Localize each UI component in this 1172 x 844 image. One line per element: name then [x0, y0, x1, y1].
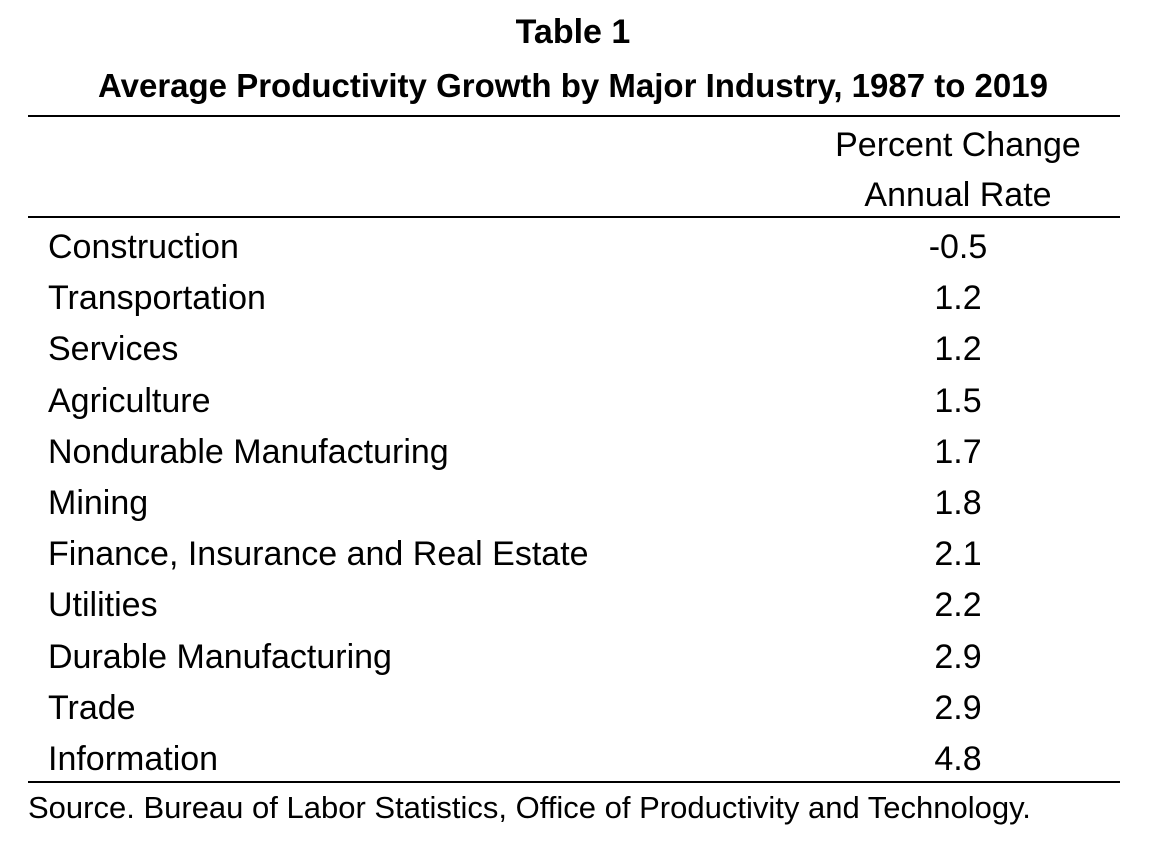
- table-title: Average Productivity Growth by Major Ind…: [98, 67, 1048, 104]
- growth-rate-value: 1.2: [934, 279, 982, 317]
- industry-name: Finance, Insurance and Real Estate: [48, 535, 589, 573]
- industry-name: Mining: [48, 484, 149, 522]
- table-row: Information 4.8: [0, 734, 1172, 785]
- growth-rate-value: 1.7: [934, 433, 982, 471]
- table-row: Construction -0.5: [0, 222, 1172, 273]
- growth-rate-value: 2.2: [934, 586, 982, 624]
- table-row: Mining 1.8: [0, 478, 1172, 529]
- top-rule: [28, 115, 1120, 117]
- table-row: Nondurable Manufacturing 1.7: [0, 427, 1172, 478]
- header-rule: [28, 216, 1120, 218]
- growth-rate-value: 1.2: [934, 330, 982, 368]
- source-note: Source. Bureau of Labor Statistics, Offi…: [28, 790, 1031, 825]
- industry-name: Nondurable Manufacturing: [48, 433, 449, 471]
- industry-name: Transportation: [48, 279, 266, 317]
- growth-rate-value: 4.8: [934, 740, 982, 778]
- table-label: Table 1: [515, 13, 631, 51]
- column-header-line2: Annual Rate: [864, 176, 1052, 214]
- industry-name: Trade: [48, 689, 136, 727]
- industry-name: Information: [48, 740, 219, 778]
- growth-rate-value: 1.8: [934, 484, 982, 522]
- column-header-line1: Percent Change: [835, 126, 1081, 164]
- growth-rate-value: 2.1: [934, 535, 982, 573]
- industry-name: Services: [48, 330, 179, 368]
- table-row: Utilities 2.2: [0, 580, 1172, 631]
- table-row: Transportation 1.2: [0, 273, 1172, 324]
- growth-rate-value: 2.9: [934, 638, 982, 676]
- table-row: Services 1.2: [0, 324, 1172, 375]
- table-row: Agriculture 1.5: [0, 376, 1172, 427]
- industry-name: Agriculture: [48, 382, 211, 420]
- growth-rate-value: 1.5: [934, 382, 982, 420]
- bottom-rule: [28, 781, 1120, 783]
- table-row: Finance, Insurance and Real Estate 2.1: [0, 529, 1172, 580]
- growth-rate-value: -0.5: [928, 228, 988, 266]
- industry-name: Construction: [48, 228, 239, 266]
- table-row: Durable Manufacturing 2.9: [0, 632, 1172, 683]
- industry-name: Utilities: [48, 586, 158, 624]
- growth-rate-value: 2.9: [934, 689, 982, 727]
- industry-name: Durable Manufacturing: [48, 638, 392, 676]
- table-row: Trade 2.9: [0, 683, 1172, 734]
